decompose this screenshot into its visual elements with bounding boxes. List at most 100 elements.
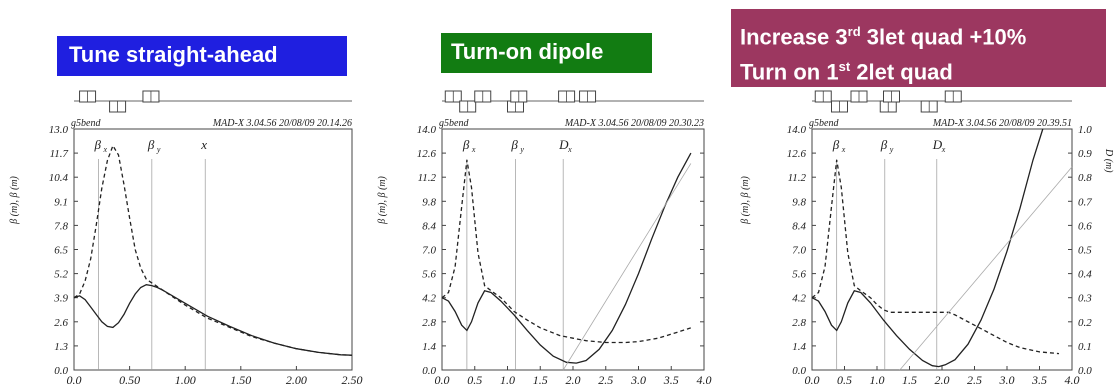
- series-solid: [811, 128, 1044, 368]
- banner-line-2-text: Turn on 1: [740, 59, 839, 85]
- x-tick-label: 2.50: [342, 373, 363, 387]
- marker-label: β: [832, 137, 840, 152]
- y-tick-label: 2.6: [54, 317, 68, 329]
- marker-label: β: [93, 137, 101, 152]
- banner-line-1-sup: rd: [847, 24, 861, 39]
- y-tick-label: 14.0: [787, 124, 807, 136]
- x-tick-label: 2.5: [967, 373, 982, 387]
- y-tick-label: 9.1: [54, 196, 68, 208]
- marker-sub: y: [156, 145, 161, 154]
- y-tick-label: 7.0: [422, 245, 436, 257]
- banner-tune-straight-ahead: Tune straight-ahead: [57, 36, 347, 76]
- y-tick-label: 8.4: [422, 220, 436, 232]
- series-solid: [441, 152, 692, 364]
- x-tick-label: 3.0: [999, 373, 1015, 387]
- x-tick-label: 2.00: [286, 373, 307, 387]
- y-tick-label: 7.0: [792, 245, 806, 257]
- marker-sub: x: [102, 145, 107, 154]
- y2-tick-label: 0.6: [1078, 220, 1092, 232]
- x-tick-label: 3.5: [663, 373, 679, 387]
- marker-label: β: [510, 137, 518, 152]
- y2-tick-label: 0.4: [1078, 269, 1092, 281]
- marker-label: β: [880, 137, 888, 152]
- x-tick-label: 0.5: [837, 373, 852, 387]
- x-tick-label: 1.5: [902, 373, 917, 387]
- y-tick-label: 1.4: [792, 341, 806, 353]
- y-tick-label: 0.0: [792, 365, 806, 377]
- y-tick-label: 5.2: [54, 269, 68, 281]
- header-left: g5bend: [439, 118, 469, 129]
- x-tick-label: 1.50: [230, 373, 251, 387]
- y2-tick-label: 0.8: [1078, 172, 1092, 184]
- banner-line-2-rest: 2let quad: [850, 59, 953, 85]
- x-tick-label: 0.50: [119, 373, 140, 387]
- series-thin: [899, 166, 1073, 371]
- plot-quad: g5bend MAD-X 3.04.56 20/08/09 20.39.51 0.0…: [740, 90, 1114, 387]
- banner-line-2-sup: st: [838, 59, 851, 75]
- x-tick-label: 0.0: [435, 373, 450, 387]
- x-tick-label: 2.0: [935, 373, 950, 387]
- series-solid: [73, 284, 353, 356]
- marker-sub: x: [471, 145, 476, 154]
- plot-frame: [441, 128, 705, 371]
- series-dashed: [441, 159, 692, 344]
- plot-dipole: g5bend MAD-X 3.04.56 20/08/09 20.30.23 0.0…: [377, 90, 712, 387]
- y2-tick-label: 0.9: [1078, 148, 1092, 160]
- y2-tick-label: 0.1: [1078, 341, 1092, 353]
- marker-sub: y: [519, 145, 524, 154]
- x-tick-label: 0.0: [67, 373, 82, 387]
- y-tick-label: 2.8: [422, 317, 436, 329]
- banner-line-1-text: Increase 3: [740, 24, 848, 50]
- banner-line: Turn-on dipole: [451, 39, 604, 64]
- y-tick-label: 10.4: [49, 172, 69, 184]
- banner-line-1-rest: 3let quad +10%: [860, 24, 1027, 50]
- y-tick-label: 12.6: [417, 148, 437, 160]
- y-axis-label: β (m), β (m): [740, 175, 751, 224]
- banner-line-1: Increase 3rd 3let quad +10%: [740, 17, 1106, 52]
- y-axis-label: β (m), β (m): [9, 175, 20, 224]
- marker-sub: y: [889, 145, 894, 154]
- y-tick-label: 9.8: [792, 196, 806, 208]
- y-tick-label: 11.2: [418, 172, 437, 184]
- banner-line: Tune straight-ahead: [69, 42, 278, 67]
- marker-label: x: [200, 137, 207, 152]
- y2-tick-label: 1.0: [1078, 124, 1092, 136]
- header-left: g5bend: [71, 118, 101, 129]
- y-tick-label: 5.6: [792, 269, 806, 281]
- y-tick-label: 1.4: [422, 341, 436, 353]
- x-tick-label: 2.5: [598, 373, 613, 387]
- y-tick-label: 2.8: [792, 317, 806, 329]
- y2-tick-label: 0.3: [1078, 293, 1092, 305]
- y-tick-label: 4.2: [422, 293, 436, 305]
- header-right: MAD-X 3.04.56 20/08/09 20.14.26: [212, 118, 352, 129]
- x-tick-label: 1.0: [870, 373, 885, 387]
- y-tick-label: 0.0: [54, 365, 68, 377]
- y-tick-label: 11.7: [50, 148, 69, 160]
- y-tick-label: 8.4: [792, 220, 806, 232]
- marker-label: β: [147, 137, 155, 152]
- plot-frame: [73, 128, 353, 371]
- y-tick-label: 4.2: [792, 293, 806, 305]
- y-tick-label: 5.6: [422, 269, 436, 281]
- y2-tick-label: 0.2: [1078, 317, 1092, 329]
- y-tick-label: 1.3: [54, 341, 68, 353]
- banner-line-2: Turn on 1st 2let quad: [740, 52, 1106, 87]
- plot-frame: [811, 128, 1073, 371]
- y-tick-label: 12.6: [787, 148, 807, 160]
- header-right: MAD-X 3.04.56 20/08/09 20.30.23: [564, 118, 704, 129]
- banner-turn-on-dipole: Turn-on dipole: [441, 33, 652, 73]
- series-dashed: [73, 144, 353, 356]
- y-tick-label: 7.8: [54, 220, 68, 232]
- x-tick-label: 0.5: [467, 373, 482, 387]
- header-left: g5bend: [809, 118, 839, 129]
- marker-sub: x: [841, 145, 846, 154]
- y-tick-label: 6.5: [54, 245, 68, 257]
- marker-sub: x: [941, 145, 946, 154]
- y2-tick-label: 0.7: [1078, 196, 1092, 208]
- y-tick-label: 14.0: [417, 124, 437, 136]
- x-tick-label: 2.0: [566, 373, 581, 387]
- x-tick-label: 1.5: [533, 373, 548, 387]
- marker-label: D: [932, 137, 943, 152]
- y-tick-label: 3.9: [53, 293, 68, 305]
- y2-tick-label: 0.0: [1078, 365, 1092, 377]
